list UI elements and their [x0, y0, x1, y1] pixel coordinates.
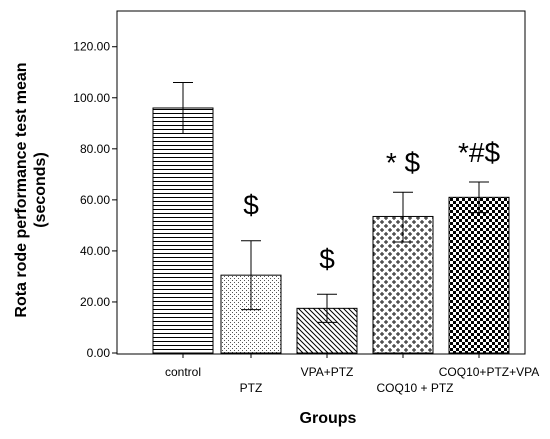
category-label: control [165, 365, 201, 379]
significance-annotation: $ [243, 190, 259, 221]
bar-coq10-ptz-vpa [448, 196, 510, 354]
significance-annotations: $ $ * $ *#$ [243, 137, 500, 274]
category-labels: control PTZ VPA+PTZ COQ10 + PTZ COQ10+PTZ+VP… [165, 353, 539, 395]
y-tick-label: 100.00 [73, 91, 110, 105]
y-tick-label: 120.00 [73, 40, 110, 54]
error-bars [173, 81, 489, 323]
significance-annotation: *#$ [458, 137, 500, 168]
significance-annotation: $ [319, 243, 335, 274]
x-axis-title: Groups [300, 410, 357, 427]
y-tick-label: 60.00 [80, 193, 110, 207]
y-axis-title-line2: (seconds) [32, 152, 49, 228]
category-label: COQ10+PTZ+VPA [439, 365, 539, 379]
category-label: PTZ [240, 381, 263, 395]
y-axis: 0.00 20.00 40.00 60.00 80.00 100.00 120.00 [73, 40, 117, 360]
bar-control [152, 107, 214, 354]
y-tick-label: 80.00 [80, 142, 110, 156]
bars [152, 107, 510, 354]
y-axis-title-line1: Rota rode performance test mean [13, 62, 30, 317]
category-label: VPA+PTZ [301, 365, 354, 379]
y-tick-label: 0.00 [87, 346, 111, 360]
category-label: COQ10 + PTZ [376, 381, 453, 395]
significance-annotation: * $ [386, 147, 421, 178]
y-tick-label: 40.00 [80, 244, 110, 258]
y-tick-label: 20.00 [80, 295, 110, 309]
